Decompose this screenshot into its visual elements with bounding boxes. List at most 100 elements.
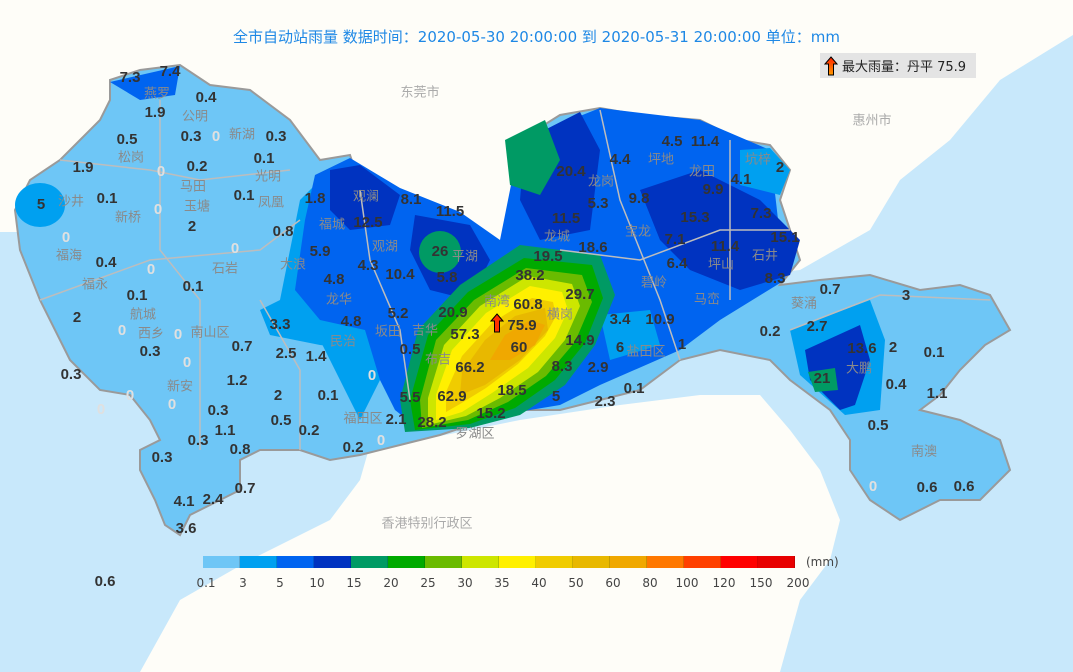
station-rainfall-value: 1 bbox=[677, 336, 687, 353]
station-rainfall-value: 9.9 bbox=[702, 181, 724, 198]
legend-swatch bbox=[240, 556, 277, 568]
legend-tick-label: 120 bbox=[712, 576, 736, 590]
station-rainfall-value: 6 bbox=[615, 339, 625, 356]
station-rainfall-value: 5.2 bbox=[387, 305, 409, 322]
place-label: 石岩 bbox=[211, 261, 239, 277]
station-rainfall-value: 19.5 bbox=[533, 248, 563, 265]
legend-tick-label: 25 bbox=[420, 576, 436, 590]
legend-tick-label: 150 bbox=[749, 576, 773, 590]
station-rainfall-value: 1.2 bbox=[226, 372, 248, 389]
station-rainfall-value: 2.3 bbox=[594, 393, 616, 410]
legend-tick-label: 20 bbox=[383, 576, 399, 590]
place-label: 燕罗 bbox=[143, 86, 171, 102]
station-rainfall-value: 62.9 bbox=[437, 388, 467, 405]
station-rainfall-value: 5.9 bbox=[309, 243, 331, 260]
max-rainfall-box: 最大雨量：丹平 75.9 bbox=[820, 53, 976, 78]
station-rainfall-value: 3.3 bbox=[269, 316, 291, 333]
station-rainfall-value: 29.7 bbox=[565, 286, 595, 303]
station-rainfall-value: 2.9 bbox=[587, 359, 609, 376]
station-rainfall-value: 28.2 bbox=[417, 414, 447, 431]
place-label: 福海 bbox=[55, 248, 83, 264]
station-rainfall-value: 1.1 bbox=[214, 422, 236, 439]
station-rainfall-value: 0.3 bbox=[187, 432, 209, 449]
place-label: 布吉 bbox=[424, 352, 452, 368]
place-label: 福永 bbox=[81, 277, 109, 293]
station-rainfall-value: 2.7 bbox=[806, 318, 828, 335]
station-rainfall-value: 3.6 bbox=[175, 520, 197, 537]
station-rainfall-value: 2 bbox=[775, 159, 785, 176]
station-rainfall-value: 0.3 bbox=[180, 128, 202, 145]
station-rainfall-value: 1.9 bbox=[72, 159, 94, 176]
station-rainfall-value: 0 bbox=[96, 401, 106, 418]
station-rainfall-value: 1.9 bbox=[144, 104, 166, 121]
station-rainfall-value: 11.5 bbox=[551, 210, 581, 227]
station-rainfall-value: 0.7 bbox=[231, 338, 253, 355]
place-label: 观澜 bbox=[352, 189, 380, 205]
place-label: 龙田 bbox=[688, 164, 716, 180]
station-rainfall-value: 2 bbox=[187, 218, 197, 235]
station-rainfall-value: 66.2 bbox=[455, 359, 485, 376]
place-label: 石井 bbox=[751, 248, 779, 264]
station-rainfall-value: 4.3 bbox=[357, 257, 379, 274]
place-label: 松岗 bbox=[117, 150, 145, 166]
station-rainfall-value: 0.1 bbox=[317, 387, 339, 404]
place-label: 横岗 bbox=[546, 307, 574, 323]
station-rainfall-value: 12.5 bbox=[353, 214, 383, 231]
station-rainfall-value: 0.7 bbox=[234, 480, 256, 497]
station-rainfall-value: 0.4 bbox=[885, 376, 907, 393]
station-rainfall-value: 0.1 bbox=[233, 187, 255, 204]
place-label: 光明 bbox=[254, 169, 282, 185]
legend-tick-label: 15 bbox=[346, 576, 362, 590]
station-rainfall-value: 0 bbox=[167, 396, 177, 413]
place-label: 龙城 bbox=[543, 229, 571, 245]
legend-tick-label: 80 bbox=[642, 576, 658, 590]
station-rainfall-value: 0.1 bbox=[182, 278, 204, 295]
place-label: 新湖 bbox=[228, 127, 256, 143]
station-rainfall-value: 15.3 bbox=[680, 209, 710, 226]
station-rainfall-value: 7.4 bbox=[159, 63, 181, 80]
station-rainfall-value: 0.3 bbox=[207, 402, 229, 419]
hong-kong-land bbox=[140, 395, 840, 672]
place-label: 龙华 bbox=[325, 292, 353, 308]
station-rainfall-value: 18.5 bbox=[497, 382, 527, 399]
station-rainfall-value: 7.3 bbox=[750, 205, 772, 222]
station-rainfall-value: 0.2 bbox=[186, 158, 208, 175]
station-rainfall-value: 0 bbox=[125, 387, 135, 404]
place-label: 南湾 bbox=[483, 294, 511, 310]
place-label: 坂田 bbox=[374, 324, 402, 340]
legend-tick-label: 100 bbox=[675, 576, 699, 590]
legend-tick-label: 60 bbox=[605, 576, 621, 590]
legend-swatch bbox=[277, 556, 314, 568]
station-rainfall-value: 7.3 bbox=[119, 69, 141, 86]
station-rainfall-value: 0.8 bbox=[229, 441, 251, 458]
station-rainfall-value: 6.4 bbox=[666, 255, 688, 272]
station-rainfall-value: 18.6 bbox=[578, 239, 608, 256]
station-rainfall-value: 5 bbox=[551, 388, 561, 405]
legend-tick-label: 30 bbox=[457, 576, 473, 590]
place-label: 新安 bbox=[166, 379, 194, 395]
place-label: 盐田区 bbox=[626, 344, 666, 360]
station-rainfall-value: 60.8 bbox=[513, 296, 543, 313]
station-rainfall-value: 2.5 bbox=[275, 345, 297, 362]
legend-swatch bbox=[536, 556, 573, 568]
place-label: 南澳 bbox=[910, 444, 938, 460]
place-label: 罗湖区 bbox=[455, 426, 495, 442]
place-label: 平湖 bbox=[451, 249, 479, 265]
station-rainfall-value: 3.4 bbox=[609, 311, 631, 328]
station-rainfall-value: 0 bbox=[153, 201, 163, 218]
station-rainfall-value: 75.9 bbox=[507, 317, 537, 334]
station-rainfall-value: 8.3 bbox=[551, 358, 573, 375]
station-rainfall-value: 0 bbox=[367, 367, 377, 384]
station-rainfall-value: 60 bbox=[510, 339, 528, 356]
station-rainfall-value: 0.1 bbox=[923, 344, 945, 361]
legend-swatch bbox=[462, 556, 499, 568]
max-rainfall-marker-icon bbox=[490, 313, 504, 333]
station-rainfall-value: 0 bbox=[156, 163, 166, 180]
station-rainfall-value: 0.2 bbox=[298, 422, 320, 439]
station-rainfall-value: 4.5 bbox=[661, 133, 683, 150]
station-rainfall-value: 0.4 bbox=[95, 254, 117, 271]
station-rainfall-value: 0 bbox=[117, 322, 127, 339]
station-rainfall-value: 3 bbox=[901, 287, 911, 304]
place-label: 宝龙 bbox=[624, 224, 652, 240]
station-rainfall-value: 8.1 bbox=[400, 191, 422, 208]
